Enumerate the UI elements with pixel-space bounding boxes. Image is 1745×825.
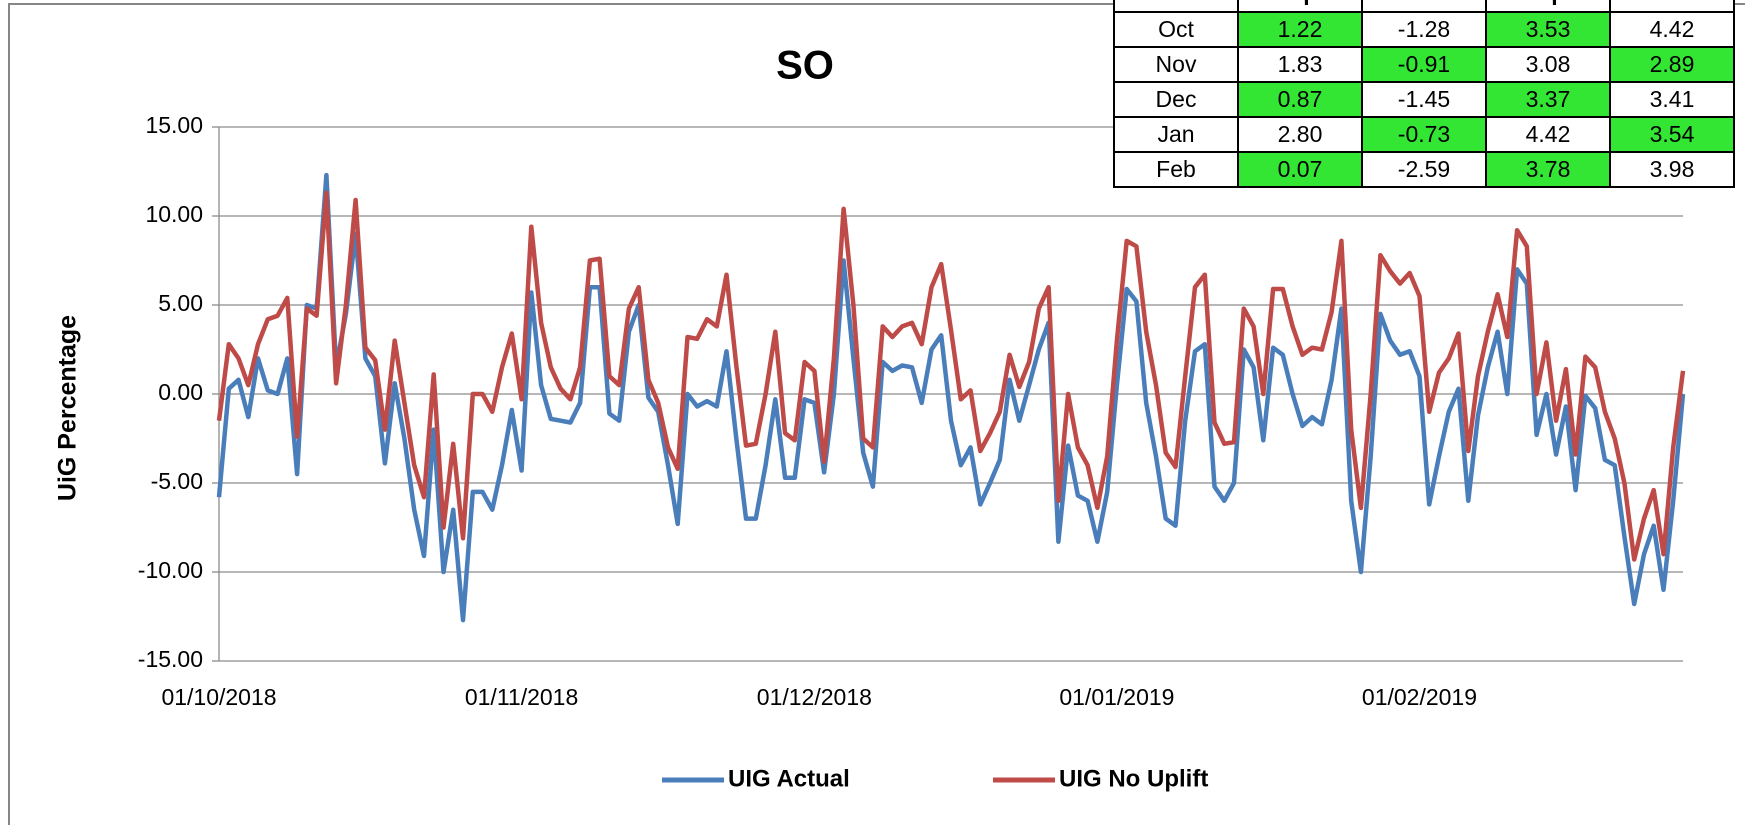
cell: Nov — [1113, 46, 1239, 83]
table-row: Oct 1.22 -1.28 3.53 4.42 — [1113, 11, 1735, 48]
header-cell: no uplift — [1485, 0, 1611, 13]
x-tick-label: 01/01/2019 — [1059, 684, 1174, 710]
cell: Dec — [1113, 81, 1239, 118]
table-row: Nov 1.83 -0.91 3.08 2.89 — [1113, 46, 1735, 83]
legend-item: UIG Actual — [662, 765, 850, 792]
cell: 3.37 — [1485, 81, 1611, 118]
header-cell: no uplift — [1237, 0, 1363, 13]
cell: 4.42 — [1485, 116, 1611, 153]
y-tick-label: 15.00 — [145, 112, 203, 138]
cell: 0.07 — [1237, 151, 1363, 188]
cell: 0.87 — [1237, 81, 1363, 118]
cell: -2.59 — [1361, 151, 1487, 188]
cell: 3.78 — [1485, 151, 1611, 188]
cell: 2.89 — [1609, 46, 1735, 83]
y-tick-label: -10.00 — [138, 557, 203, 583]
chart-title: SO — [776, 44, 834, 88]
x-tick-label: 01/02/2019 — [1362, 684, 1477, 710]
header-cell: actual — [1361, 0, 1487, 13]
cell: 3.08 — [1485, 46, 1611, 83]
header-cell: actual — [1609, 0, 1735, 13]
x-tick-label: 01/11/2018 — [465, 684, 578, 710]
cell: Feb — [1113, 151, 1239, 188]
cell: -0.91 — [1361, 46, 1487, 83]
cell: 3.41 — [1609, 81, 1735, 118]
series-line — [216, 172, 1686, 623]
header-cell: Month — [1113, 0, 1239, 13]
cell: Jan — [1113, 116, 1239, 153]
legend-label: UIG Actual — [728, 765, 850, 792]
cell: -0.73 — [1361, 116, 1487, 153]
cell: 3.98 — [1609, 151, 1735, 188]
legend-label: UIG No Uplift — [1059, 765, 1208, 792]
table-row: Jan 2.80 -0.73 4.42 3.54 — [1113, 116, 1735, 153]
legend-item: UIG No Uplift — [993, 765, 1208, 792]
cell: 1.83 — [1237, 46, 1363, 83]
y-tick-label: 10.00 — [145, 201, 203, 227]
y-tick-label: -5.00 — [151, 468, 203, 494]
series-line — [216, 190, 1686, 562]
cell: -1.28 — [1361, 11, 1487, 48]
summary-table: Month no uplift actual no uplift actual … — [1113, 0, 1735, 188]
cell: 2.80 — [1237, 116, 1363, 153]
cell: Oct — [1113, 11, 1239, 48]
cell: 4.42 — [1609, 11, 1735, 48]
cell: 1.22 — [1237, 11, 1363, 48]
y-tick-label: 0.00 — [158, 379, 203, 405]
plot-area: -15.00 -10.00 -5.00 0.00 5.00 10.00 15.00 01/10… — [138, 112, 1686, 792]
x-tick-label: 01/10/2018 — [161, 684, 276, 710]
cell: 3.54 — [1609, 116, 1735, 153]
y-axis-label: UiG Percentage — [54, 315, 82, 501]
cell: -1.45 — [1361, 81, 1487, 118]
cell: 3.53 — [1485, 11, 1611, 48]
x-tick-label: 01/12/2018 — [757, 684, 872, 710]
table-row: Feb 0.07 -2.59 3.78 3.98 — [1113, 151, 1735, 188]
table-row: Dec 0.87 -1.45 3.37 3.41 — [1113, 81, 1735, 118]
y-tick-label: 5.00 — [158, 290, 203, 316]
y-tick-label: -15.00 — [138, 646, 203, 672]
table-header: Month no uplift actual no uplift actual — [1113, 0, 1735, 13]
